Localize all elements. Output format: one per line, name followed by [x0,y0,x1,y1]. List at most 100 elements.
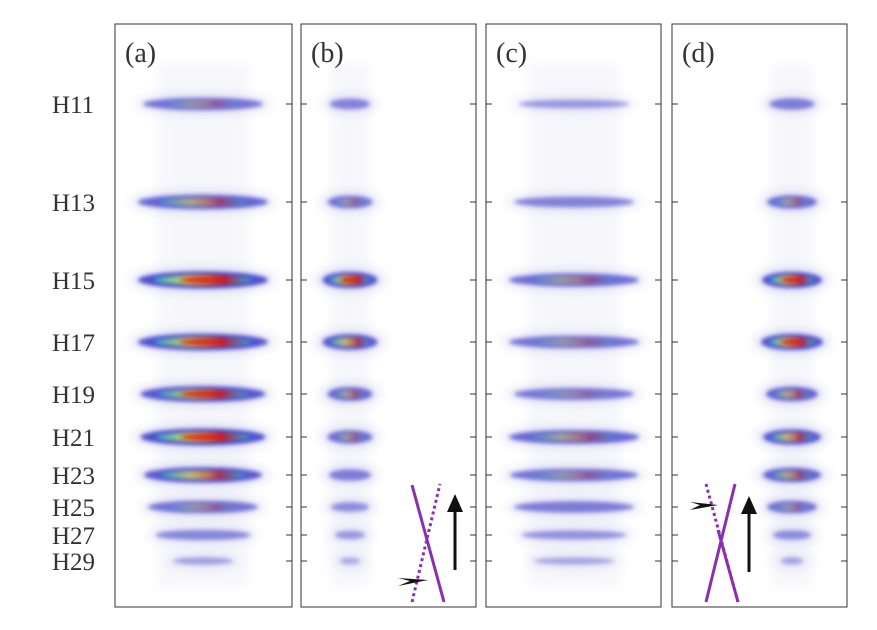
harmonic-band-h23 [502,463,646,487]
harmonic-band-h15 [130,266,276,294]
band-peak [780,339,804,345]
harmonic-band-h11 [511,94,637,114]
harmonic-label-h23: H23 [52,463,95,490]
band-core [330,337,370,347]
harmonic-band-h27 [765,525,819,545]
harmonic-band-h29 [773,552,811,570]
harmonic-band-h25 [506,496,642,518]
harmonic-band-h21 [132,423,274,451]
harmonic-label-h21: H21 [52,425,95,452]
harmonic-band-h25 [323,497,377,517]
panel-label: (a) [125,38,156,69]
band-body [173,557,233,565]
harmonic-band-h15 [754,266,830,294]
harmonic-band-h15 [314,266,386,294]
harmonic-band-h21 [501,425,647,449]
panel-label: (c) [496,38,527,69]
harmonic-band-h29 [332,552,368,570]
harmonic-band-h11 [135,92,271,116]
harmonic-label-h13: H13 [52,190,95,217]
band-body [514,196,634,208]
band-body [330,98,370,110]
band-body [534,557,614,565]
harmonic-band-h17 [501,330,647,354]
harmonic-band-h27 [327,525,373,545]
band-core [167,100,239,108]
harmonic-band-h23 [136,462,270,488]
band-body [781,557,803,565]
harmonic-label-h17: H17 [52,330,95,357]
harmonic-label-h19: H19 [52,382,95,409]
harmonic-band-h17 [130,328,276,356]
harmonic-label-h15: H15 [52,268,95,295]
harmonic-band-h19 [506,383,642,405]
harmonic-band-h21 [319,425,381,449]
harmonic-band-h13 [319,190,381,214]
panel-label: (d) [682,38,715,69]
harmonic-band-h19 [132,381,274,407]
panel-label: (b) [311,38,344,69]
pointer-arrow-icon [398,578,428,586]
panel-d: (d) [671,23,848,608]
band-core [776,198,808,206]
band-core [535,338,613,346]
solid-line [410,484,446,603]
band-body [519,99,629,109]
harmonic-band-h27 [147,524,259,546]
band-peak [180,391,226,397]
harmonic-band-h29 [165,552,241,570]
band-peak [781,277,803,283]
band-core [161,470,245,480]
band-body [521,530,627,540]
harmonic-band-h13 [506,191,642,213]
band-core [335,390,365,398]
harmonic-label-h29: H29 [52,549,95,576]
band-core [170,503,236,511]
solid-line-b [716,529,740,603]
band-body [340,557,360,565]
pointer-arrow-icon [690,502,718,510]
arrow-up-icon [741,496,757,514]
panel-frame [671,23,848,608]
harmonic-band-h19 [319,382,381,406]
band-core [535,471,613,479]
harmonic-band-h17 [753,328,831,356]
band-core [771,432,813,442]
harmonic-band-h27 [513,525,635,545]
harmonic-label-h11: H11 [52,92,94,119]
band-peak [179,276,227,284]
band-body [335,530,365,540]
band-body [769,98,815,110]
band-body [331,502,369,512]
band-core [336,198,364,206]
band-peak [180,433,226,441]
harmonic-band-h19 [758,381,826,407]
harmonic-band-h13 [759,190,825,214]
band-core [772,471,812,479]
band-body [773,530,811,540]
harmonic-band-h11 [761,93,823,115]
band-core [777,503,807,511]
dotted-line [410,483,442,603]
harmonic-band-h25 [759,495,825,519]
panel-b: (b) [300,23,477,608]
harmonic-band-h25 [140,495,266,519]
panel-c: (c) [485,23,662,608]
panel-a: (a) [114,23,293,608]
harmonic-band-h17 [314,329,386,355]
harmonic-band-h23 [321,464,379,486]
band-core [532,433,616,441]
harmonic-label-h25: H25 [52,495,95,522]
panels-layer: (a) (b) (c) (d) [114,23,848,608]
inset-crossed-lines [690,483,757,603]
band-core [539,390,609,398]
harmonic-band-h13 [130,189,276,215]
harmonic-band-h23 [755,462,829,488]
band-peak [179,339,227,345]
harmonic-band-h29 [526,552,622,570]
harmonic-band-h15 [501,268,647,292]
band-core [533,276,615,284]
band-core [336,433,364,441]
